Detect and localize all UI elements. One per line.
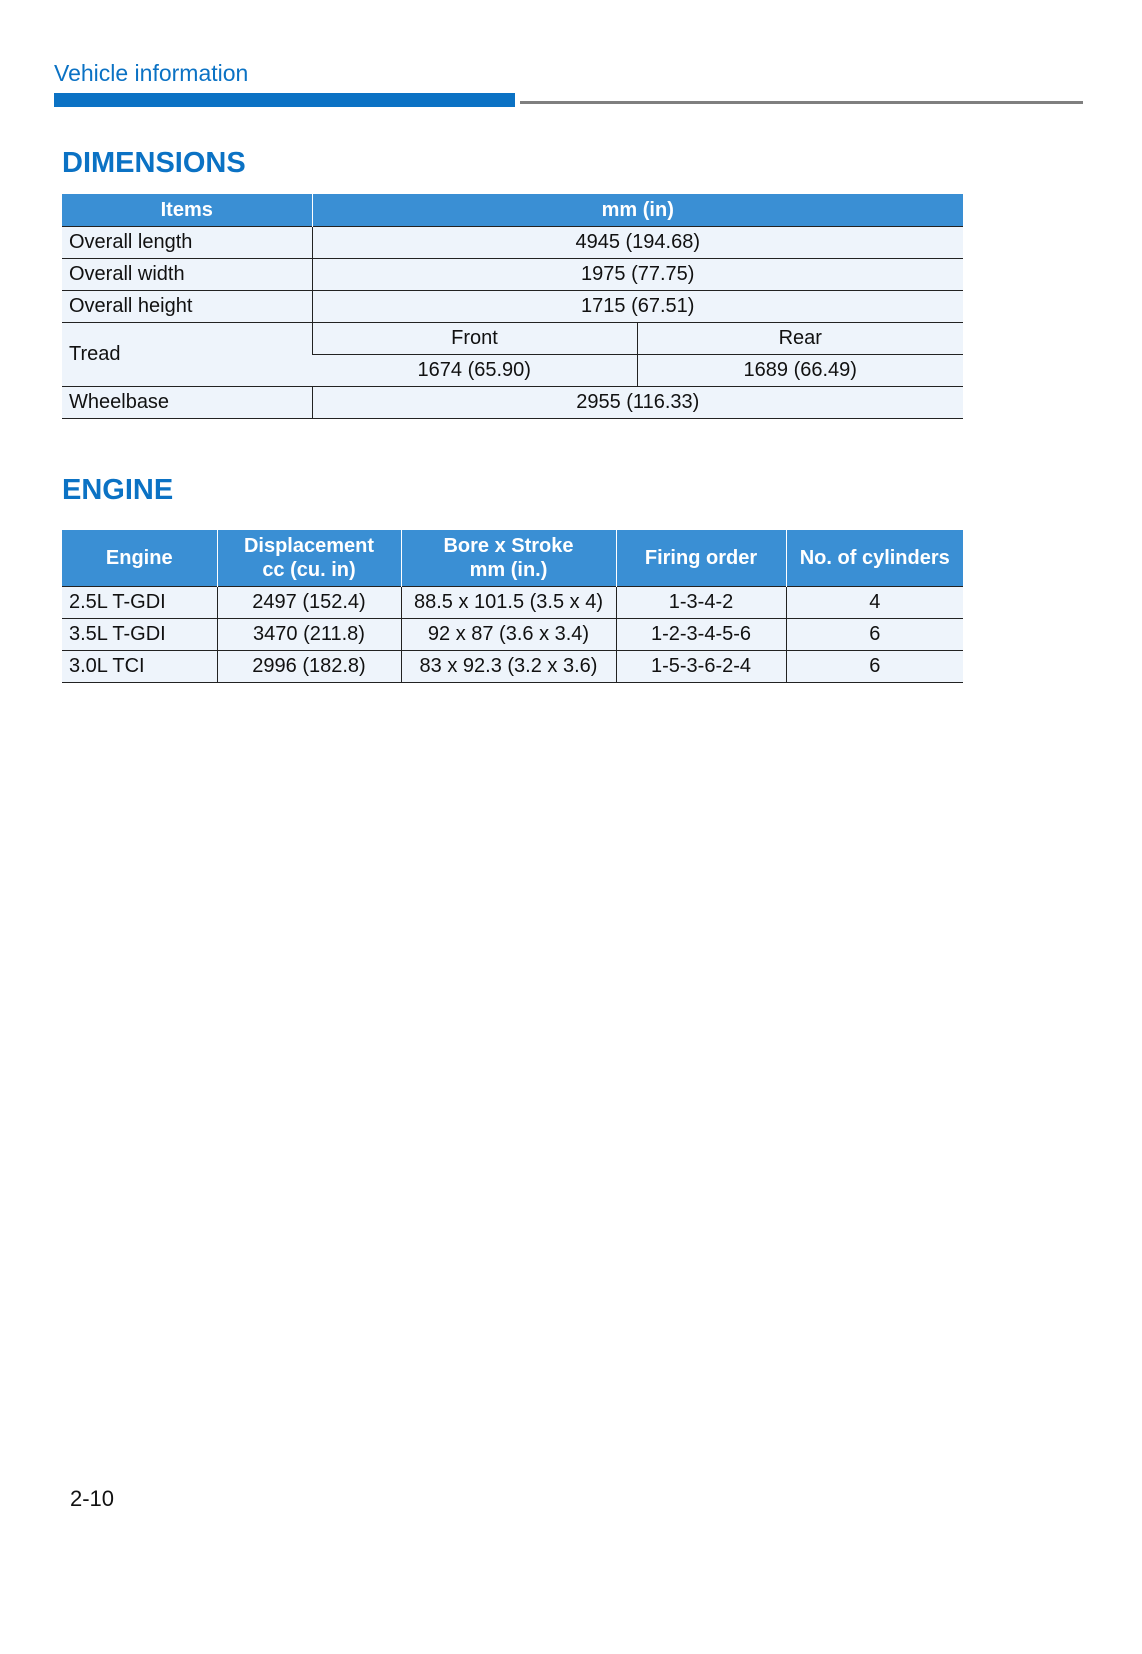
tread-rear-label: Rear <box>636 322 963 355</box>
displacement: 2497 (152.4) <box>216 585 401 619</box>
header-rule <box>520 101 1083 104</box>
displacement: 2996 (182.8) <box>216 649 401 683</box>
col-firing-order: Firing order <box>615 530 786 586</box>
firing-order: 1-2-3-4-5-6 <box>615 617 786 651</box>
bore-stroke: 88.5 x 101.5 (3.5 x 4) <box>400 585 616 619</box>
cylinders: 6 <box>785 649 963 683</box>
cylinders: 4 <box>785 585 963 619</box>
value: 4945 (194.68) <box>311 226 963 259</box>
table-row: Overall length 4945 (194.68) <box>62 226 963 259</box>
engine: 2.5L T-GDI <box>62 585 217 619</box>
table-row: 3.0L TCI 2996 (182.8) 83 x 92.3 (3.2 x 3.6… <box>62 649 963 683</box>
engine: 3.5L T-GDI <box>62 617 217 651</box>
value: 1715 (67.51) <box>311 290 963 323</box>
tread-front-label: Front <box>311 322 637 355</box>
firing-order: 1-3-4-2 <box>615 585 786 619</box>
item: Overall length <box>62 226 312 259</box>
value: 1975 (77.75) <box>311 258 963 291</box>
header-bar-blue <box>54 93 515 107</box>
bore-stroke: 83 x 92.3 (3.2 x 3.6) <box>400 649 616 683</box>
dimensions-table: Items mm (in) Overall length 4945 (194.68)… <box>62 194 963 419</box>
table-row: Overall width 1975 (77.75) <box>62 258 963 291</box>
bore-stroke: 92 x 87 (3.6 x 3.4) <box>400 617 616 651</box>
tread-front: 1674 (65.90) <box>312 354 637 387</box>
col-value: mm (in) <box>311 194 963 227</box>
table-row: 2.5L T-GDI 2497 (152.4) 88.5 x 101.5 (3.5 … <box>62 585 963 619</box>
table-row: 1674 (65.90) 1689 (66.49) <box>62 354 963 387</box>
col-bore-stroke: Bore x Stroke mm (in.) <box>400 530 616 586</box>
table-row: Wheelbase 2955 (116.33) <box>62 386 963 419</box>
col-cylinders: No. of cylinders <box>785 530 963 586</box>
table-row: 3.5L T-GDI 3470 (211.8) 92 x 87 (3.6 x 3.4… <box>62 617 963 651</box>
table-row: Overall height 1715 (67.51) <box>62 290 963 323</box>
col-items: Items <box>62 194 312 227</box>
dimensions-title: DIMENSIONS <box>62 147 246 179</box>
tread-rear: 1689 (66.49) <box>636 354 963 387</box>
displacement: 3470 (211.8) <box>216 617 401 651</box>
col-displacement: Displacement cc (cu. in) <box>216 530 401 586</box>
section-label: Vehicle information <box>54 60 249 86</box>
item: Overall height <box>62 290 312 323</box>
cylinders: 6 <box>785 617 963 651</box>
item: Tread <box>62 322 312 387</box>
value: 2955 (116.33) <box>311 386 963 419</box>
engine-title: ENGINE <box>62 474 174 506</box>
item: Wheelbase <box>62 386 312 419</box>
firing-order: 1-5-3-6-2-4 <box>615 649 786 683</box>
col-engine: Engine <box>62 530 217 586</box>
page-number: 2-10 <box>70 1486 115 1511</box>
engine-table: Engine Displacement cc (cu. in) Bore x St… <box>62 530 963 683</box>
table-row: Tread Front Rear <box>62 322 963 387</box>
item: Overall width <box>62 258 312 291</box>
engine: 3.0L TCI <box>62 649 217 683</box>
